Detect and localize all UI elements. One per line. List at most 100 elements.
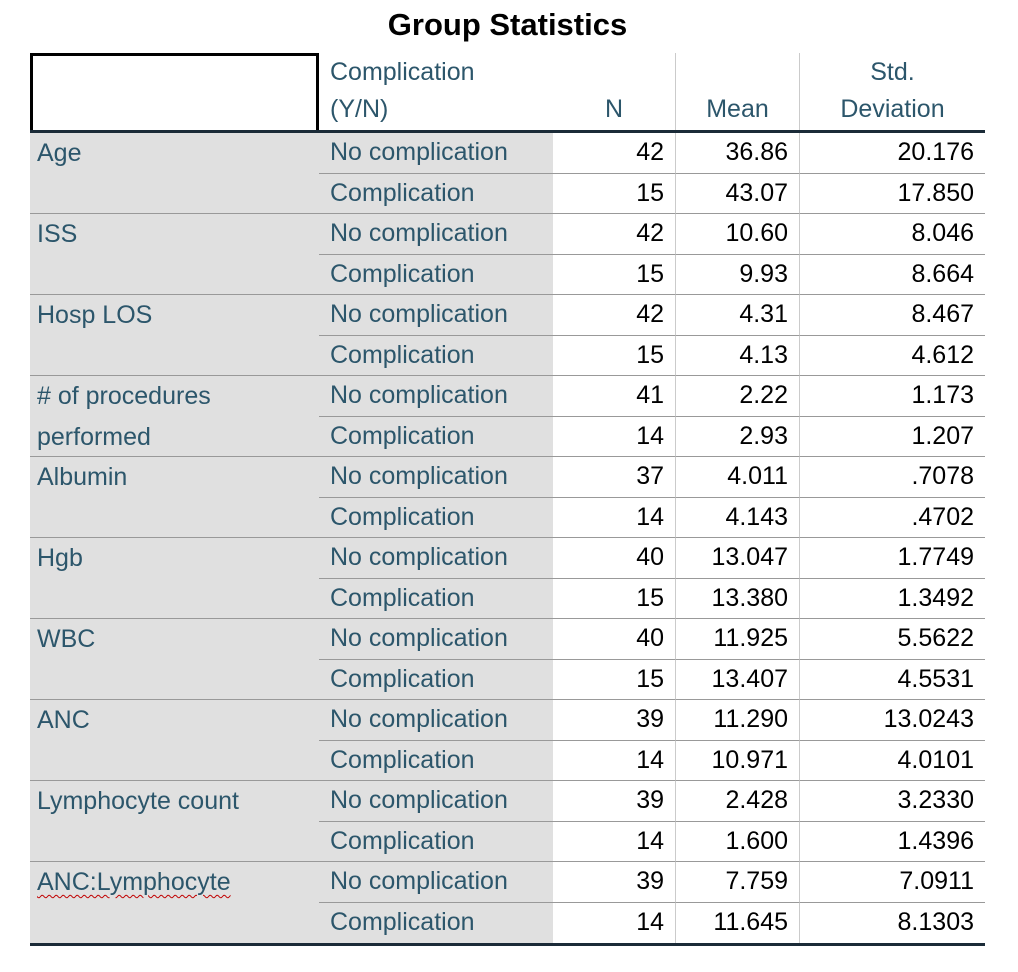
std-cell: 8.664	[800, 255, 985, 295]
variable-label: Lymphocyte count	[30, 781, 319, 862]
group-cell: No complication	[319, 781, 553, 822]
mean-cell: 10.60	[676, 214, 800, 255]
std-cell: 1.7749	[800, 538, 985, 579]
n-cell: 15	[553, 578, 676, 619]
table-row-group-lymphocyte-count: Lymphocyte count No complication 39 2.42…	[30, 781, 985, 862]
mean-cell: 13.407	[676, 659, 800, 700]
mean-cell: 2.22	[676, 376, 800, 417]
std-cell: 8.467	[800, 295, 985, 336]
mean-cell: 2.93	[676, 416, 800, 457]
variable-label: Albumin	[30, 457, 319, 538]
group-cell: No complication	[319, 700, 553, 741]
table-row-group-procedures: # of procedures performed No complicatio…	[30, 376, 985, 457]
table-body: Age No complication 42 36.86 20.176 Comp…	[30, 133, 985, 946]
std-cell: 1.173	[800, 376, 985, 417]
mean-cell: 4.011	[676, 457, 800, 498]
col-header-mean: Mean	[676, 53, 800, 130]
mean-cell: 43.07	[676, 173, 800, 214]
group-cell: Complication	[319, 416, 553, 457]
group-cell: No complication	[319, 214, 553, 255]
mean-cell: 4.13	[676, 335, 800, 376]
mean-cell: 11.290	[676, 700, 800, 741]
mean-cell: 36.86	[676, 133, 800, 174]
n-cell: 14	[553, 497, 676, 538]
spellcheck-flagged-label: ANC:Lymphocyte	[37, 868, 231, 896]
group-cell: Complication	[319, 254, 553, 295]
group-cell: Complication	[319, 902, 553, 943]
std-cell: 4.612	[800, 336, 985, 376]
std-cell: 3.2330	[800, 781, 985, 822]
n-cell: 14	[553, 902, 676, 943]
variable-label: Hgb	[30, 538, 319, 619]
variable-label: WBC	[30, 619, 319, 700]
table-row-group-wbc: WBC No complication 40 11.925 5.5622 Com…	[30, 619, 985, 700]
mean-cell: 9.93	[676, 254, 800, 295]
group-cell: Complication	[319, 821, 553, 862]
n-cell: 37	[553, 457, 676, 498]
col-header-std-deviation: Std. Deviation	[840, 58, 945, 123]
group-cell: Complication	[319, 578, 553, 619]
table-header-row: Complication (Y/N) N Mean Std. Deviation	[30, 53, 985, 133]
std-cell: 7.0911	[800, 862, 985, 903]
n-cell: 15	[553, 173, 676, 214]
n-cell: 14	[553, 416, 676, 457]
variable-label: Age	[30, 133, 319, 214]
corner-cell	[30, 53, 319, 130]
variable-label: ISS	[30, 214, 319, 295]
group-cell: No complication	[319, 538, 553, 579]
mean-cell: 7.759	[676, 862, 800, 903]
table-row-group-iss: ISS No complication 42 10.60 8.046 Compl…	[30, 214, 985, 295]
mean-cell: 11.645	[676, 902, 800, 943]
group-cell: No complication	[319, 376, 553, 417]
col-header-n: N	[553, 53, 676, 130]
mean-cell: 13.047	[676, 538, 800, 579]
group-cell: No complication	[319, 133, 553, 174]
n-cell: 42	[553, 133, 676, 174]
std-cell: 4.0101	[800, 741, 985, 781]
std-cell: 1.3492	[800, 579, 985, 619]
std-cell: 4.5531	[800, 660, 985, 700]
group-cell: Complication	[319, 659, 553, 700]
n-cell: 42	[553, 295, 676, 336]
table-row-group-albumin: Albumin No complication 37 4.011 .7078 C…	[30, 457, 985, 538]
std-cell: 1.4396	[800, 822, 985, 862]
group-cell: Complication	[319, 335, 553, 376]
std-cell: .7078	[800, 457, 985, 498]
table-row-group-hgb: Hgb No complication 40 13.047 1.7749 Com…	[30, 538, 985, 619]
n-cell: 39	[553, 781, 676, 822]
group-cell: No complication	[319, 457, 553, 498]
std-cell: .4702	[800, 498, 985, 538]
group-cell: Complication	[319, 497, 553, 538]
n-cell: 15	[553, 335, 676, 376]
variable-label: ANC	[30, 700, 319, 781]
n-cell: 40	[553, 538, 676, 579]
std-cell: 17.850	[800, 174, 985, 214]
n-cell: 14	[553, 821, 676, 862]
mean-cell: 2.428	[676, 781, 800, 822]
mean-cell: 11.925	[676, 619, 800, 660]
table-title: Group Statistics	[387, 7, 628, 42]
table-row-group-age: Age No complication 42 36.86 20.176 Comp…	[30, 133, 985, 214]
mean-cell: 13.380	[676, 578, 800, 619]
mean-cell: 10.971	[676, 740, 800, 781]
n-cell: 39	[553, 700, 676, 741]
variable-label: Hosp LOS	[30, 295, 319, 376]
n-cell: 15	[553, 254, 676, 295]
table-row-group-anc-lymphocyte: ANC:Lymphocyte No complication 39 7.759 …	[30, 862, 985, 943]
std-cell: 8.1303	[897, 907, 974, 936]
n-cell: 14	[553, 740, 676, 781]
n-cell: 15	[553, 659, 676, 700]
std-cell: 8.046	[800, 214, 985, 255]
mean-cell: 1.600	[676, 821, 800, 862]
col-header-complication: Complication (Y/N)	[330, 58, 475, 123]
group-cell: Complication	[319, 740, 553, 781]
n-cell: 41	[553, 376, 676, 417]
std-cell: 5.5622	[800, 619, 985, 660]
table-row-group-anc: ANC No complication 39 11.290 13.0243 Co…	[30, 700, 985, 781]
group-cell: No complication	[319, 295, 553, 336]
group-cell: Complication	[319, 173, 553, 214]
std-cell: 1.207	[800, 417, 985, 457]
variable-label: ANC:Lymphocyte	[30, 862, 319, 943]
group-cell: No complication	[319, 619, 553, 660]
